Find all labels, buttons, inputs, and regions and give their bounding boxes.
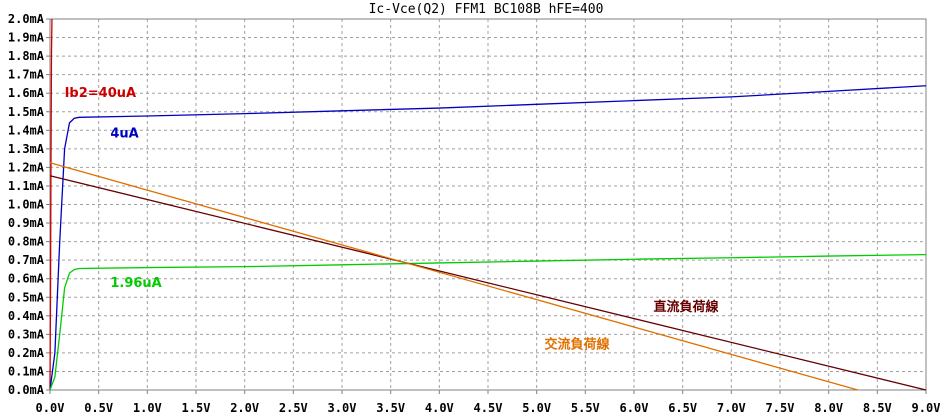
series-line (49, 253, 927, 391)
y-tick-label: 1.7mA (8, 68, 45, 82)
x-tick-label: 2.0V (230, 401, 259, 415)
annotation-label: 4uA (110, 127, 138, 142)
annotation-label: Ib2=40uA (65, 86, 137, 101)
y-tick-label: 0.8mA (8, 235, 45, 249)
y-tick-label: 1.8mA (8, 49, 45, 63)
y-tick-label: 0.5mA (8, 290, 45, 304)
y-tick-label: 1.3mA (8, 142, 45, 156)
y-tick-label: 0.4mA (8, 309, 45, 323)
y-tick-label: 1.9mA (8, 31, 45, 45)
x-tick-label: 1.5V (182, 401, 211, 415)
y-tick-label: 0.9mA (8, 216, 45, 230)
y-tick-label: 1.1mA (8, 179, 45, 193)
series-line (49, 162, 859, 391)
y-tick-label: 0.2mA (8, 346, 45, 360)
series-line (49, 18, 53, 391)
x-tick-label: 5.5V (571, 401, 600, 415)
y-tick-label: 0.6mA (8, 272, 45, 286)
annotation-label: 直流負荷線 (653, 299, 719, 315)
annotation-label: 1.96uA (110, 276, 161, 291)
x-tick-label: 3.5V (376, 401, 405, 415)
x-tick-label: 8.5V (863, 401, 892, 415)
y-tick-label: 0.1mA (8, 364, 45, 378)
y-tick-label: 0.0mA (8, 383, 45, 397)
x-axis-ticks: 0.0V 0.5V 1.0V 1.5V 2.0V 2.5V 3.0V 3.5V 4.0V 4.5V… (36, 390, 940, 415)
series-line (49, 175, 927, 391)
x-tick-label: 6.0V (620, 401, 649, 415)
series-group (49, 18, 927, 391)
x-tick-label: 4.0V (425, 401, 454, 415)
y-tick-label: 1.2mA (8, 160, 45, 174)
annotation-label: 交流負荷線 (544, 336, 610, 352)
y-tick-label: 1.6mA (8, 86, 45, 100)
y-axis-ticks: 0.0mA 0.1mA 0.2mA 0.3mA 0.4mA 0.5mA 0.6mA 0.7mA… (8, 12, 50, 397)
x-tick-label: 1.0V (133, 401, 162, 415)
grid (50, 19, 926, 390)
x-tick-label: 2.5V (279, 401, 308, 415)
x-tick-label: 0.0V (36, 401, 65, 415)
x-tick-label: 5.0V (522, 401, 551, 415)
y-tick-label: 1.4mA (8, 123, 45, 137)
x-tick-label: 0.5V (84, 401, 113, 415)
y-tick-label: 2.0mA (8, 12, 45, 26)
y-tick-label: 0.7mA (8, 253, 45, 267)
x-tick-label: 9.0V (912, 401, 940, 415)
x-tick-label: 7.0V (717, 401, 746, 415)
chart-title: Ic-Vce(Q2) FFM1 BC108B hFE=400 (369, 2, 604, 17)
x-tick-label: 8.0V (814, 401, 843, 415)
y-tick-label: 0.3mA (8, 327, 45, 341)
series-line (49, 85, 927, 391)
x-tick-label: 3.0V (328, 401, 357, 415)
x-tick-label: 4.5V (474, 401, 503, 415)
x-tick-label: 6.5V (668, 401, 697, 415)
x-tick-label: 7.5V (766, 401, 795, 415)
y-tick-label: 1.0mA (8, 198, 45, 212)
y-tick-label: 1.5mA (8, 105, 45, 119)
